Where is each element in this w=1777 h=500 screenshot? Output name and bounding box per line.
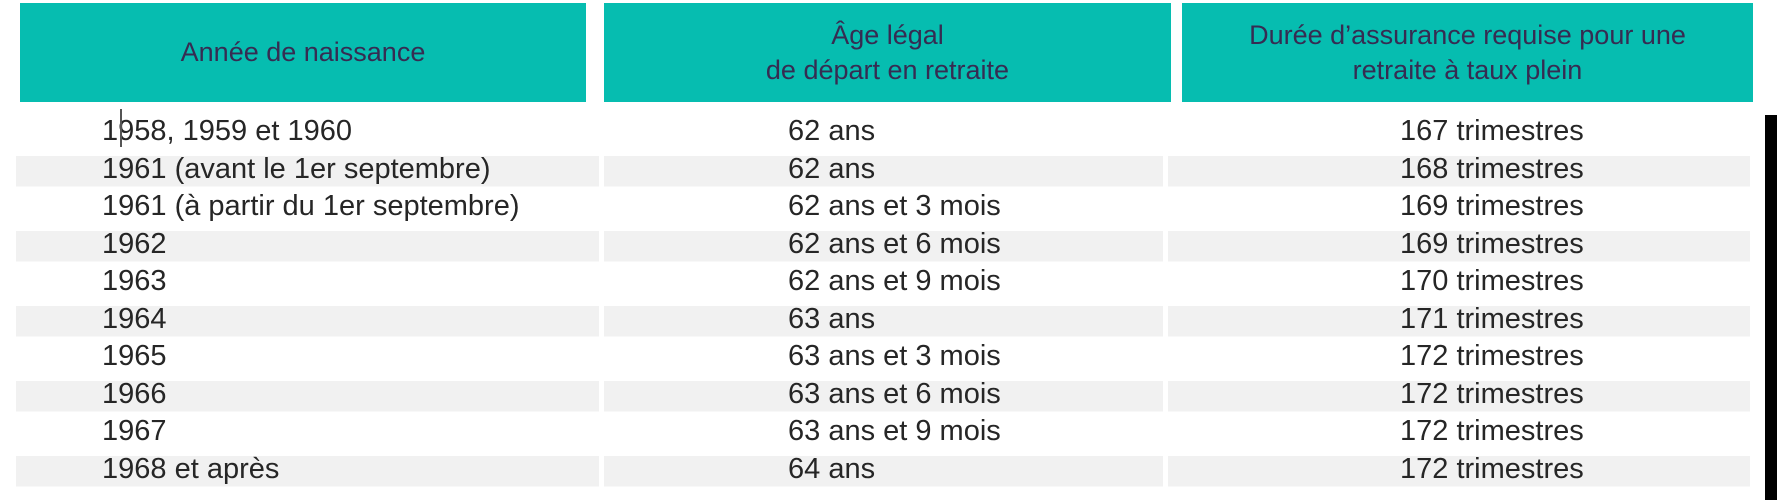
header-line: de départ en retraite — [765, 54, 1010, 85]
table-row: 1965 63 ans et 3 mois 172 trimestres — [0, 338, 1777, 376]
table-row: 1958, 1959 et 1960 62 ans 167 trimestres — [0, 113, 1777, 151]
cell-age-legal[interactable]: 63 ans et 9 mois — [788, 415, 1001, 448]
cell-duree-assurance[interactable]: 172 trimestres — [1168, 375, 1750, 413]
cell-annee-naissance[interactable]: 1958, 1959 et 1960 — [102, 115, 352, 148]
cell-annee-naissance[interactable]: 1964 — [16, 300, 599, 338]
table-body: 1958, 1959 et 1960 62 ans 167 trimestres… — [0, 113, 1777, 488]
cell-annee-naissance[interactable]: 1966 — [16, 375, 599, 413]
cell-annee-naissance[interactable]: 1961 (avant le 1er septembre) — [16, 150, 599, 188]
table-row: 1968 et après 64 ans 172 trimestres — [0, 450, 1777, 488]
table-row: 1961 (à partir du 1er septembre) 62 ans … — [0, 188, 1777, 226]
table-row: 1967 63 ans et 9 mois 172 trimestres — [0, 413, 1777, 451]
cell-age-legal[interactable]: 62 ans — [604, 150, 1163, 188]
cell-annee-naissance[interactable]: 1961 (à partir du 1er septembre) — [102, 190, 520, 223]
cell-duree-assurance[interactable]: 171 trimestres — [1168, 300, 1750, 338]
table-row: 1964 63 ans 171 trimestres — [0, 300, 1777, 338]
table-row: 1961 (avant le 1er septembre) 62 ans 168… — [0, 150, 1777, 188]
cell-annee-naissance[interactable]: 1962 — [16, 225, 599, 263]
table-row: 1966 63 ans et 6 mois 172 trimestres — [0, 375, 1777, 413]
cell-duree-assurance[interactable]: 172 trimestres — [1400, 415, 1584, 448]
cell-age-legal[interactable]: 62 ans et 3 mois — [788, 190, 1001, 223]
cell-age-legal[interactable]: 62 ans — [788, 115, 876, 148]
table-header-annee-naissance[interactable]: Année de naissance — [20, 3, 586, 102]
table-header-age-legal[interactable]: Âge légal de départ en retraite — [604, 3, 1171, 102]
header-line: Âge légal — [831, 19, 944, 50]
cell-duree-assurance[interactable]: 169 trimestres — [1168, 225, 1750, 263]
cell-duree-assurance[interactable]: 172 trimestres — [1400, 340, 1584, 373]
cell-annee-naissance[interactable]: 1965 — [102, 340, 167, 373]
cell-duree-assurance[interactable]: 167 trimestres — [1400, 115, 1584, 148]
cell-annee-naissance[interactable]: 1963 — [102, 265, 167, 298]
text-cursor-caret — [120, 109, 122, 147]
header-line: Durée d’assurance requise pour une — [1249, 19, 1686, 50]
cell-age-legal[interactable]: 64 ans — [604, 450, 1163, 488]
table-row: 1963 62 ans et 9 mois 170 trimestres — [0, 263, 1777, 301]
cell-age-legal[interactable]: 62 ans et 6 mois — [604, 225, 1163, 263]
cell-duree-assurance[interactable]: 168 trimestres — [1168, 150, 1750, 188]
cell-duree-assurance[interactable]: 172 trimestres — [1168, 450, 1750, 488]
cell-age-legal[interactable]: 63 ans — [604, 300, 1163, 338]
header-line: retraite à taux plein — [1352, 54, 1583, 85]
cell-age-legal[interactable]: 63 ans et 3 mois — [788, 340, 1001, 373]
table-header-duree-assurance[interactable]: Durée d’assurance requise pour une retra… — [1182, 3, 1753, 102]
cell-age-legal[interactable]: 62 ans et 9 mois — [788, 265, 1001, 298]
table-row: 1962 62 ans et 6 mois 169 trimestres — [0, 225, 1777, 263]
cell-annee-naissance[interactable]: 1968 et après — [16, 450, 599, 488]
cell-duree-assurance[interactable]: 170 trimestres — [1400, 265, 1584, 298]
cell-duree-assurance[interactable]: 169 trimestres — [1400, 190, 1584, 223]
right-edge-black-bar — [1765, 115, 1777, 500]
cell-age-legal[interactable]: 63 ans et 6 mois — [604, 375, 1163, 413]
cell-annee-naissance[interactable]: 1967 — [102, 415, 167, 448]
header-line: Année de naissance — [180, 37, 426, 67]
